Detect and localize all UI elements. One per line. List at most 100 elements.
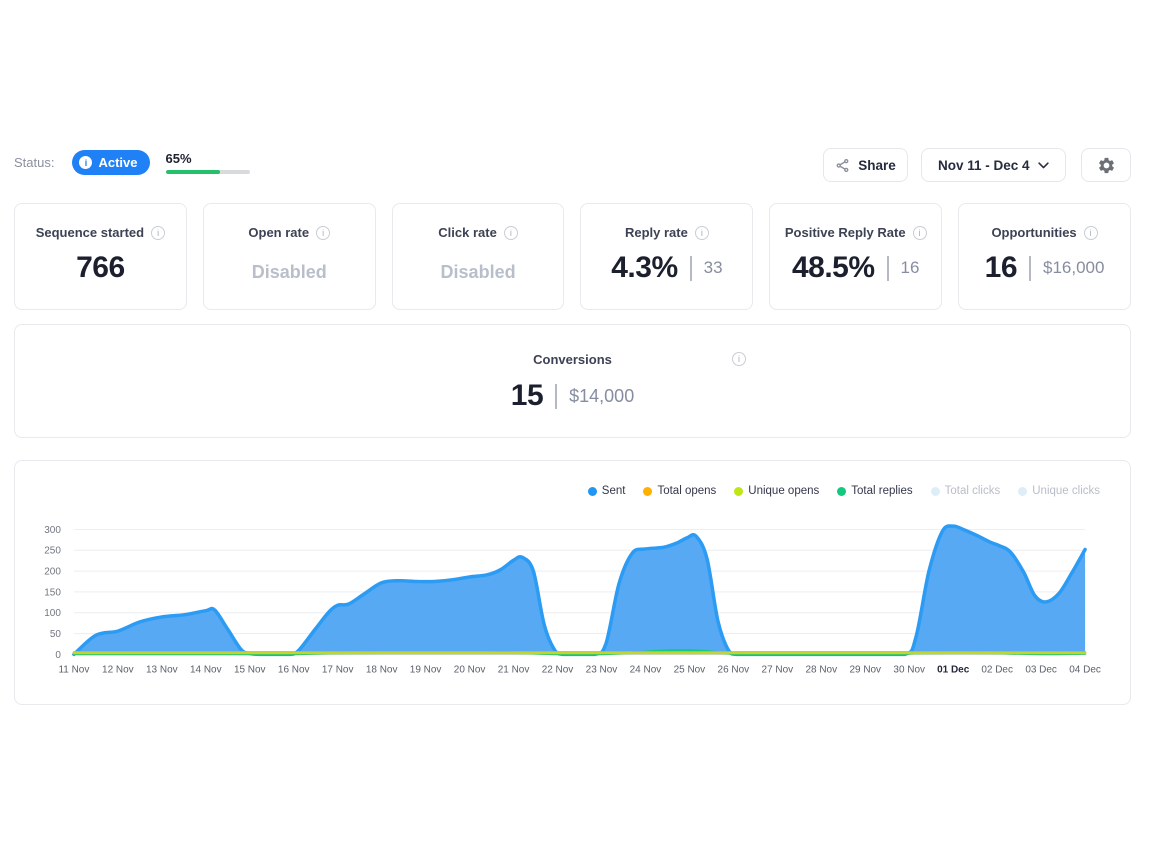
card-disabled-value: Disabled: [440, 262, 516, 282]
legend-dot: [837, 486, 847, 496]
svg-text:30 Nov: 30 Nov: [893, 664, 925, 675]
card-title: Click rate: [438, 225, 497, 240]
card-value: 48.5%: [791, 251, 875, 284]
legend-dot: [587, 486, 597, 496]
progress-bar-fill: [165, 170, 221, 174]
card-conversions: Conversions i 15 $14,000: [14, 324, 1131, 438]
card-title: Conversions: [533, 352, 612, 367]
card-sequence-started: Sequence started i 766: [14, 203, 187, 310]
svg-text:300: 300: [44, 525, 61, 536]
progress-bar: [165, 170, 250, 174]
svg-text:17 Nov: 17 Nov: [322, 664, 354, 675]
legend-item-unique-opens[interactable]: Unique opens: [734, 485, 819, 497]
share-button-label: Share: [858, 157, 896, 173]
value-separator: [555, 383, 558, 409]
legend-item-total-opens[interactable]: Total opens: [643, 485, 716, 497]
legend-dot: [930, 486, 940, 496]
svg-text:12 Nov: 12 Nov: [102, 664, 134, 675]
svg-text:25 Nov: 25 Nov: [674, 664, 706, 675]
card-value: 15: [510, 379, 544, 412]
svg-text:100: 100: [44, 608, 61, 619]
svg-text:150: 150: [44, 587, 61, 598]
share-icon: [835, 158, 850, 173]
svg-text:250: 250: [44, 546, 61, 557]
svg-text:24 Nov: 24 Nov: [630, 664, 662, 675]
value-separator: [689, 255, 692, 281]
legend-item-total-replies[interactable]: Total replies: [837, 485, 913, 497]
card-title: Open rate: [248, 225, 310, 240]
sequence-activity-chart: 0 50 100 150 200 250 300 11 Nov 12 Nov 13 Nov 14 N…: [44, 524, 1101, 675]
svg-text:22 Nov: 22 Nov: [542, 664, 574, 675]
card-opportunities: Opportunities i 16 $16,000: [958, 203, 1131, 310]
legend-item-total-clicks[interactable]: Total clicks: [930, 485, 1001, 497]
info-icon[interactable]: i: [731, 352, 746, 366]
info-icon[interactable]: i: [151, 225, 166, 240]
card-title: Reply rate: [624, 225, 688, 240]
legend-label: Unique opens: [748, 485, 820, 497]
svg-text:01 Dec: 01 Dec: [937, 664, 970, 675]
settings-button[interactable]: [1081, 148, 1131, 182]
legend-label: Unique clicks: [1032, 485, 1100, 497]
svg-text:23 Nov: 23 Nov: [586, 664, 618, 675]
card-value: 4.3%: [611, 251, 678, 284]
card-title: Opportunities: [991, 225, 1077, 240]
card-value: 766: [76, 251, 125, 284]
card-secondary-value: $14,000: [569, 385, 635, 406]
legend-dot: [643, 486, 653, 496]
progress-percent-label: 65%: [165, 151, 192, 166]
status-active-badge[interactable]: i Active: [72, 150, 150, 175]
card-secondary-value: 16: [900, 258, 920, 277]
info-icon[interactable]: i: [503, 225, 518, 240]
card-positive-reply-rate: Positive Reply Rate i 48.5% 16: [769, 203, 943, 310]
stat-cards-row: Sequence started i 766 Open rate i Disab…: [14, 203, 1131, 310]
svg-text:200: 200: [44, 567, 61, 578]
legend-dot: [734, 486, 744, 496]
legend-label: Sent: [601, 485, 626, 497]
card-disabled-value: Disabled: [251, 262, 327, 282]
info-icon[interactable]: i: [316, 225, 331, 240]
legend-item-sent[interactable]: Sent: [587, 485, 626, 497]
sequence-progress: 65%: [165, 151, 250, 174]
card-title: Positive Reply Rate: [784, 225, 906, 240]
date-range-picker[interactable]: Nov 11 - Dec 4: [921, 148, 1066, 182]
svg-text:11 Nov: 11 Nov: [58, 664, 89, 675]
svg-text:0: 0: [55, 650, 61, 661]
svg-text:50: 50: [50, 629, 62, 640]
info-icon[interactable]: i: [79, 156, 93, 169]
svg-text:18 Nov: 18 Nov: [366, 664, 398, 675]
activity-chart-card: 0 50 100 150 200 250 300 11 Nov 12 Nov 13 Nov 14 N…: [14, 460, 1131, 705]
chevron-down-icon: [1038, 161, 1049, 169]
svg-text:20 Nov: 20 Nov: [454, 664, 486, 675]
value-separator: [1029, 255, 1032, 281]
chart-legend: Sent Total opens Unique opens Total replies…: [587, 485, 1100, 497]
svg-text:27 Nov: 27 Nov: [762, 664, 794, 675]
svg-text:03 Dec: 03 Dec: [1025, 664, 1057, 675]
card-reply-rate: Reply rate i 4.3% 33: [580, 203, 754, 310]
svg-text:16 Nov: 16 Nov: [278, 664, 310, 675]
info-icon[interactable]: i: [1083, 225, 1098, 240]
card-click-rate: Click rate i Disabled: [391, 203, 565, 310]
info-icon[interactable]: i: [694, 225, 709, 240]
svg-text:29 Nov: 29 Nov: [849, 664, 881, 675]
status-badge-text: Active: [98, 155, 138, 170]
status-row: Status: i Active 65%: [14, 150, 250, 175]
card-value: 16: [984, 251, 1018, 284]
date-range-label: Nov 11 - Dec 4: [938, 157, 1030, 173]
legend-label: Total clicks: [944, 485, 1001, 497]
svg-text:26 Nov: 26 Nov: [718, 664, 750, 675]
value-separator: [886, 255, 889, 281]
info-icon[interactable]: i: [912, 225, 927, 240]
svg-text:04 Dec: 04 Dec: [1069, 664, 1101, 675]
svg-text:13 Nov: 13 Nov: [146, 664, 178, 675]
svg-text:19 Nov: 19 Nov: [410, 664, 442, 675]
legend-label: Total opens: [657, 485, 717, 497]
legend-dot: [1018, 486, 1028, 496]
share-button[interactable]: Share: [823, 148, 908, 182]
card-secondary-value: $16,000: [1043, 258, 1105, 277]
card-secondary-value: 33: [703, 258, 723, 277]
legend-item-unique-clicks[interactable]: Unique clicks: [1018, 485, 1100, 497]
legend-label: Total replies: [851, 485, 913, 497]
svg-text:15 Nov: 15 Nov: [234, 664, 266, 675]
status-label: Status:: [14, 155, 55, 170]
